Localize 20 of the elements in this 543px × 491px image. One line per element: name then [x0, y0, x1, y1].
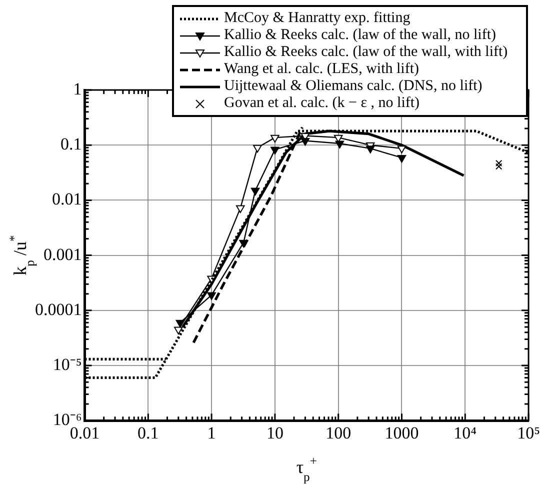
- legend-label: Kallio & Reeks calc. (law of the wall, no lift): [224, 27, 496, 44]
- legend-label: Uijttewaal & Oliemans calc. (DNS, no lift): [224, 78, 482, 95]
- x-tick-label: 100: [326, 423, 352, 442]
- x-tick-label: 0.1: [138, 423, 159, 442]
- x-tick-label: 10⁵: [517, 423, 540, 442]
- legend-label: Govan et al. calc. (k − ε , no lift): [224, 95, 420, 112]
- legend-label: Wang et al. calc. (LES, with lift): [224, 61, 419, 78]
- y-tick-label: 0.01: [52, 190, 82, 209]
- x-tick-label: 10⁴: [454, 423, 477, 442]
- y-tick-label: 1: [73, 79, 82, 98]
- y-tick-label: 10⁻⁵: [52, 354, 82, 374]
- legend-label: McCoy & Hanratty exp. fitting: [224, 10, 410, 27]
- y-tick-label: 0.1: [60, 134, 82, 154]
- y-axis-title: kp /u*: [6, 235, 38, 276]
- legend-label: Kallio & Reeks calc. (law of the wall, with lift): [224, 44, 508, 61]
- x-tick-label: 1: [207, 423, 216, 442]
- y-tick-label: 0.001: [44, 244, 82, 264]
- y-tick-label: 0.0001: [35, 300, 82, 319]
- x-tick-label: 1000: [384, 423, 419, 442]
- x-tick-label: 10: [266, 423, 284, 442]
